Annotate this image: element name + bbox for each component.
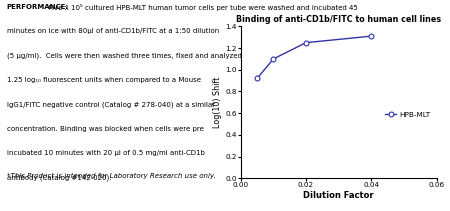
Text: 1.25 log₁₀ fluorescent units when compared to a Mouse: 1.25 log₁₀ fluorescent units when compar…	[7, 77, 201, 83]
Legend: HPB-MLT: HPB-MLT	[382, 109, 433, 120]
Title: Binding of anti-CD1b/FITC to human cell lines: Binding of anti-CD1b/FITC to human cell …	[236, 15, 441, 24]
Line: HPB-MLT: HPB-MLT	[255, 34, 374, 81]
Text: Five x 10⁵ cultured HPB-MLT human tumor cells per tube were washed and incubated: Five x 10⁵ cultured HPB-MLT human tumor …	[44, 4, 358, 11]
Text: antibody (Catalog #142-020).: antibody (Catalog #142-020).	[7, 174, 111, 181]
Text: minutes on ice with 80μl of anti-CD1b/FITC at a 1:50 dilution: minutes on ice with 80μl of anti-CD1b/FI…	[7, 28, 219, 34]
Text: incubated 10 minutes with 20 μl of 0.5 mg/ml anti-CD1b: incubated 10 minutes with 20 μl of 0.5 m…	[7, 150, 205, 156]
Text: *This Product is intended for Laboratory Research use only.: *This Product is intended for Laboratory…	[7, 173, 216, 179]
Text: (5 μg/ml).  Cells were then washed three times, fixed and analyzed by FACs. Cell: (5 μg/ml). Cells were then washed three …	[7, 53, 422, 59]
X-axis label: Dilution Factor: Dilution Factor	[303, 191, 374, 200]
Text: PERFORMANCE:: PERFORMANCE:	[7, 4, 69, 10]
Y-axis label: Log(10) Shift: Log(10) Shift	[213, 77, 222, 128]
HPB-MLT	[271, 58, 276, 60]
Text: concentration. Binding was blocked when cells were pre: concentration. Binding was blocked when …	[7, 126, 203, 131]
Text: IgG1/FITC negative control (Catalog # 278-040) at a similar: IgG1/FITC negative control (Catalog # 27…	[7, 101, 215, 108]
HPB-MLT	[254, 77, 260, 80]
HPB-MLT	[369, 35, 374, 37]
HPB-MLT	[303, 41, 309, 44]
